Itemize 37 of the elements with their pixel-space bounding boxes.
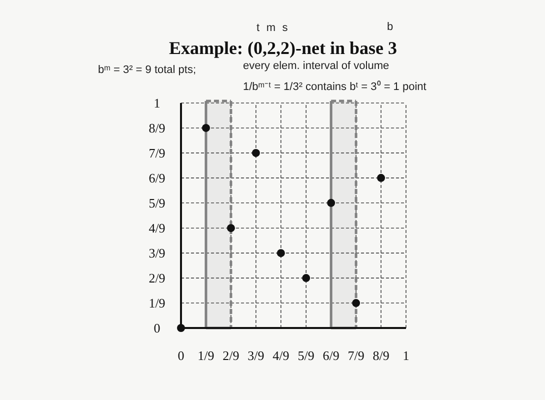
text: t — [256, 22, 260, 34]
x-tick-label: 6/9 — [322, 348, 340, 363]
x-tick-label: 7/9 — [348, 348, 364, 363]
point — [377, 174, 386, 182]
y-tick-label: 5/9 — [148, 195, 166, 210]
chart-title: Example: (0,2,2)-net in base 3 — [169, 38, 397, 58]
x-tick-label: 1/9 — [198, 348, 214, 363]
y-tick-label: 0 — [154, 320, 160, 336]
y-tick-label: 8/9 — [148, 120, 166, 136]
text: m — [266, 22, 276, 34]
text: bᵐ = 3² = 9 total pts; — [98, 64, 196, 76]
x-tick-label: 4/9 — [272, 348, 290, 363]
y-tick-label: 3/9 — [148, 246, 166, 261]
text: every elem. interval of volume — [243, 60, 390, 72]
x-tick-label: 0 — [178, 348, 184, 363]
text: b — [386, 21, 394, 33]
y-tick-label: 6/9 — [148, 170, 166, 186]
x-tick-label: 2/9 — [222, 348, 240, 363]
point — [276, 249, 285, 258]
y-tick-label: 2/9 — [148, 270, 166, 286]
point — [226, 224, 235, 232]
y-tick-label: 7/9 — [148, 146, 166, 160]
x-tick-label: 8/9 — [372, 348, 390, 363]
point — [352, 299, 360, 308]
point — [252, 148, 260, 157]
y-tick-label: 1 — [154, 96, 160, 111]
text: 1/bᵐ⁻ᵗ = 1/3² contains bᵗ = 3⁰ = 1 point — [243, 80, 426, 93]
x-tick-label: 5/9 — [298, 348, 314, 363]
y-tick-label: 4/9 — [148, 220, 166, 236]
x-tick-label: 1 — [402, 348, 410, 363]
point — [177, 324, 185, 332]
y-tick-label: 1/9 — [148, 296, 166, 311]
point — [327, 198, 336, 207]
text: s — [282, 22, 288, 34]
point — [302, 274, 310, 282]
point — [202, 124, 210, 132]
x-tick-label: 3/9 — [248, 348, 264, 363]
